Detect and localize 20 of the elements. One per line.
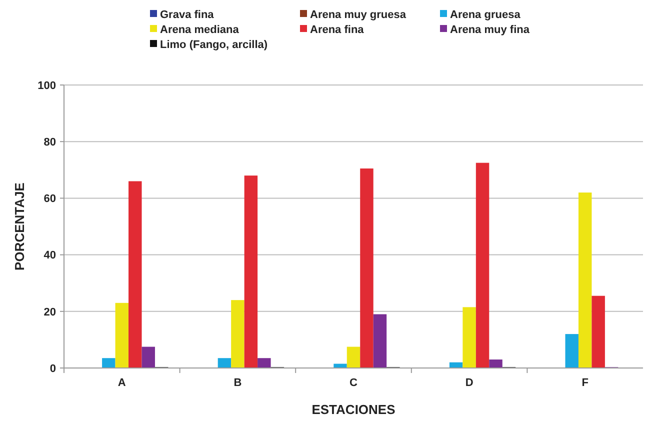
legend-label: Arena muy gruesa xyxy=(310,8,407,21)
x-tick-label: A xyxy=(118,377,126,389)
y-axis-title: PORCENTAJE xyxy=(12,182,27,270)
y-tick-label: 0 xyxy=(50,362,56,375)
x-tick-label: F xyxy=(582,377,589,389)
x-tick-label: C xyxy=(350,377,358,389)
legend-label: Grava fina xyxy=(160,8,215,21)
x-tick-label: B xyxy=(234,377,242,389)
x-tick-label: D xyxy=(465,377,474,389)
y-tick-label: 40 xyxy=(44,250,56,262)
legend-label: Limo (Fango, arcilla) xyxy=(160,38,268,51)
legend-label: Arena fina xyxy=(310,24,365,36)
y-tick-label: 80 xyxy=(44,136,56,148)
legend-label: Arena gruesa xyxy=(450,8,522,21)
x-axis-title: ESTACIONES xyxy=(312,402,396,417)
y-tick-label: 60 xyxy=(44,193,56,206)
y-tick-label: 20 xyxy=(44,306,56,318)
y-tick-label: 100 xyxy=(38,80,56,92)
legend-label: Arena mediana xyxy=(160,24,240,36)
legend-label: Arena muy fina xyxy=(450,24,530,36)
